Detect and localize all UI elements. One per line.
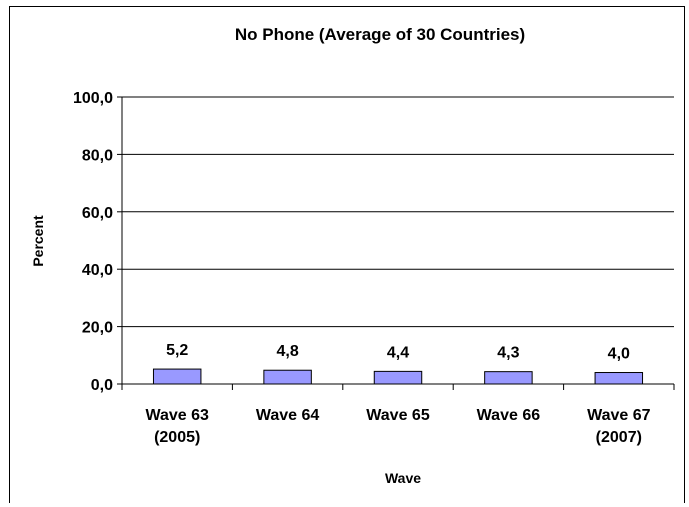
x-tick-label-line: Wave 63: [145, 407, 209, 424]
y-tick-label: 80,0: [82, 147, 113, 164]
x-tick-label: Wave 65: [366, 407, 430, 424]
data-label: 4,0: [608, 346, 630, 363]
x-tick-label: Wave 66: [477, 407, 541, 424]
x-tick-label-line: (2005): [154, 429, 200, 446]
x-axis-title: Wave: [385, 470, 421, 486]
x-axis: Wave 63 (2005) Wave 64 Wave 65 Wave 66 Wave 6…: [122, 384, 674, 446]
chart-title: No Phone (Average of 30 Countries): [235, 25, 525, 44]
bars: [153, 369, 642, 384]
data-label: 4,4: [387, 344, 409, 361]
gridlines: [122, 97, 674, 327]
bar: [153, 369, 200, 384]
data-label: 4,3: [497, 345, 519, 362]
x-tick-label-line: (2007): [596, 429, 642, 446]
x-tick-label: Wave 64: [256, 407, 320, 424]
y-tick-label: 40,0: [82, 262, 113, 279]
bar: [374, 371, 421, 384]
y-tick-label: 60,0: [82, 205, 113, 222]
x-tick-label-line: Wave 65: [366, 407, 430, 424]
y-tick-label: 100,0: [73, 90, 113, 107]
y-tick-label: 20,0: [82, 320, 113, 337]
data-labels: 5,2 4,8 4,4 4,3 4,0: [166, 342, 630, 362]
x-tick-label-line: Wave 67: [587, 407, 651, 424]
y-axis-title: Percent: [30, 215, 46, 267]
x-tick-label: Wave 63 (2005): [145, 407, 209, 446]
x-tick-label-line: Wave 66: [477, 407, 541, 424]
x-tick-label: Wave 67 (2007): [587, 407, 651, 446]
data-label: 5,2: [166, 342, 188, 359]
y-axis: 0,0 20,0 40,0 60,0 80,0 100,0: [73, 90, 122, 394]
data-label: 4,8: [276, 343, 298, 360]
bar: [485, 372, 532, 384]
y-tick-label: 0,0: [91, 377, 113, 394]
x-tick-label-line: Wave 64: [256, 407, 320, 424]
bar: [264, 370, 311, 384]
bar: [595, 373, 642, 384]
